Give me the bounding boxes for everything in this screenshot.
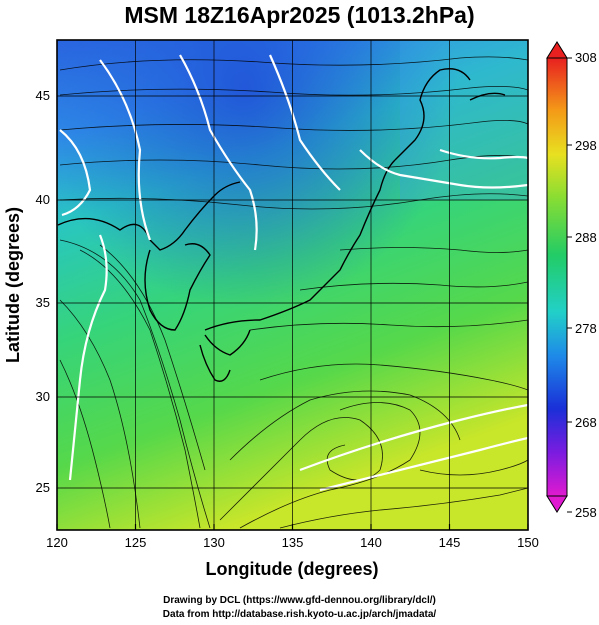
colorbar-tick-label: 308	[575, 50, 597, 65]
map-title: MSM 18Z16Apr2025 (1013.2hPa)	[124, 2, 475, 28]
y-tick-label: 45	[36, 88, 50, 103]
pressure-contours	[59, 54, 528, 492]
y-tick-label: 35	[36, 295, 50, 310]
y-axis-label: Latitude (degrees)	[3, 207, 23, 363]
credit-data-source: Data from http://database.rish.kyoto-u.a…	[162, 609, 437, 620]
colorbar-tick-label: 258	[575, 505, 597, 520]
wind-streamlines	[59, 56, 528, 529]
y-tick-label: 30	[36, 389, 50, 404]
x-tick-label: 125	[125, 535, 147, 550]
x-tick-label: 145	[439, 535, 461, 550]
colorbar-tick-label: 278	[575, 321, 597, 336]
y-tick-label: 40	[36, 192, 50, 207]
x-tick-label: 150	[517, 535, 539, 550]
x-tick-label: 120	[46, 535, 68, 550]
x-tick-label: 130	[203, 535, 225, 550]
colorbar-tick-label: 288	[575, 230, 597, 245]
coastlines	[57, 68, 506, 382]
colorbar-tick-label: 298	[575, 138, 597, 153]
colorbar-max-arrow	[546, 41, 568, 59]
colorbar-tick-label: 268	[575, 415, 597, 430]
credit-drawing: Drawing by DCL (https://www.gfd-dennou.o…	[163, 595, 436, 606]
y-tick-label: 25	[36, 480, 50, 495]
x-tick-label: 135	[282, 535, 304, 550]
x-tick-label: 140	[360, 535, 382, 550]
colorbar	[546, 41, 572, 513]
lat-lon-grid	[57, 40, 528, 530]
colorbar-min-arrow	[546, 495, 568, 513]
x-tick-marks	[56, 524, 529, 530]
x-axis-label: Longitude (degrees)	[205, 559, 378, 579]
